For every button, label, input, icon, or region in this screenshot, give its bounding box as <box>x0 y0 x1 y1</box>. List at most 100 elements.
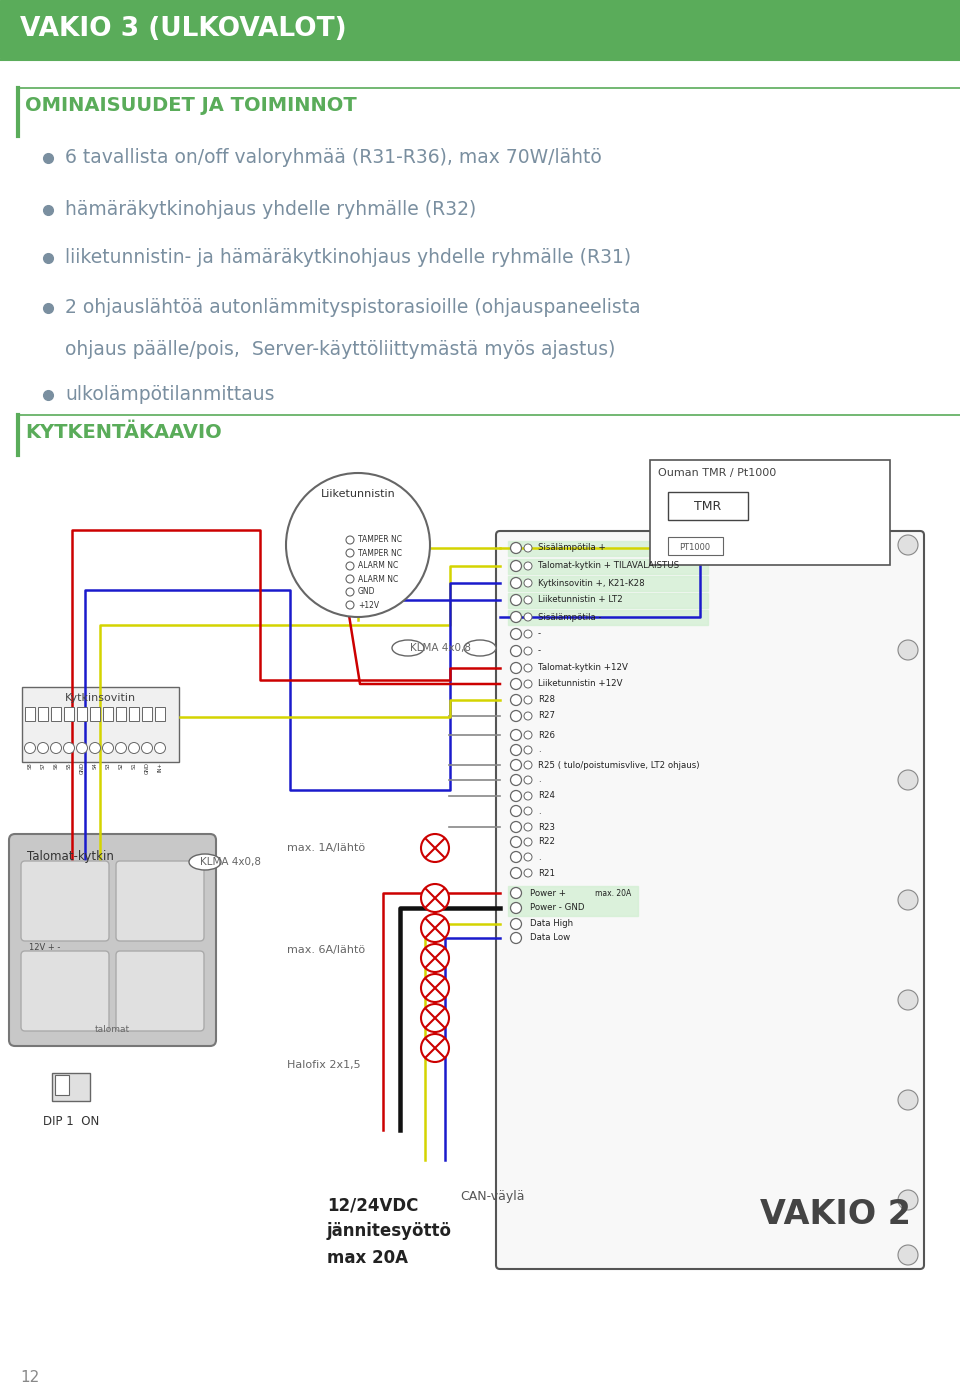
Circle shape <box>421 1004 449 1032</box>
Circle shape <box>511 744 521 755</box>
Circle shape <box>511 837 521 847</box>
Circle shape <box>511 822 521 833</box>
Text: ohjaus päälle/pois,  Server-käyttöliittymästä myös ajastus): ohjaus päälle/pois, Server-käyttöliittym… <box>65 340 615 359</box>
Text: VAKIO 2: VAKIO 2 <box>759 1198 910 1231</box>
Circle shape <box>524 545 532 552</box>
Text: TMR: TMR <box>694 500 722 513</box>
Circle shape <box>524 853 532 861</box>
Circle shape <box>511 805 521 816</box>
Circle shape <box>524 696 532 703</box>
Text: Data Low: Data Low <box>530 933 570 943</box>
Text: R26: R26 <box>538 730 555 740</box>
Text: Power - GND: Power - GND <box>530 904 585 912</box>
Text: R27: R27 <box>538 712 555 720</box>
Text: ALARM NC: ALARM NC <box>358 561 398 571</box>
Text: VAKIO 3 (ULKOVALOT): VAKIO 3 (ULKOVALOT) <box>20 15 347 42</box>
Circle shape <box>511 918 521 929</box>
Circle shape <box>524 869 532 878</box>
Text: Liiketunnistin + LT2: Liiketunnistin + LT2 <box>538 595 623 605</box>
Circle shape <box>421 1034 449 1061</box>
Bar <box>90 708 100 722</box>
Circle shape <box>346 536 354 545</box>
Text: Talomat-kytkin +12V: Talomat-kytkin +12V <box>538 663 628 673</box>
Text: liiketunnistin- ja hämäräkytkinohjaus yhdelle ryhmälle (R31): liiketunnistin- ja hämäräkytkinohjaus yh… <box>65 248 631 267</box>
Text: R22: R22 <box>538 837 555 847</box>
Circle shape <box>898 890 918 910</box>
Circle shape <box>524 747 532 754</box>
Text: 2 ohjauslähtöä autonlämmityspistorasioille (ohjauspaneelista: 2 ohjauslähtöä autonlämmityspistorasioil… <box>65 298 640 318</box>
Text: max. 6A/lähtö: max. 6A/lähtö <box>287 944 365 956</box>
Text: Liiketunnistin +12V: Liiketunnistin +12V <box>538 680 622 688</box>
Text: Data High: Data High <box>530 919 573 929</box>
Circle shape <box>511 730 521 741</box>
Text: CAN-väylä: CAN-väylä <box>460 1190 524 1204</box>
Bar <box>38 708 48 722</box>
Bar <box>52 1073 90 1100</box>
Circle shape <box>524 793 532 800</box>
Circle shape <box>898 535 918 554</box>
Circle shape <box>511 759 521 770</box>
Circle shape <box>524 646 532 655</box>
Text: GND: GND <box>80 762 84 775</box>
Text: IN+: IN+ <box>157 762 162 772</box>
Circle shape <box>524 823 532 832</box>
Bar <box>0 0 960 59</box>
Bar <box>64 708 74 722</box>
Circle shape <box>421 885 449 912</box>
Circle shape <box>129 742 139 754</box>
Circle shape <box>421 834 449 862</box>
Bar <box>103 708 113 722</box>
Text: PT1000: PT1000 <box>680 542 710 552</box>
Circle shape <box>524 613 532 621</box>
Circle shape <box>421 974 449 1002</box>
Text: R21: R21 <box>538 868 555 878</box>
Text: S5: S5 <box>66 762 71 769</box>
Circle shape <box>155 742 165 754</box>
Circle shape <box>286 474 430 617</box>
Circle shape <box>511 695 521 705</box>
Text: max. 20A: max. 20A <box>595 889 632 897</box>
Text: R23: R23 <box>538 822 555 832</box>
Text: .: . <box>538 776 540 784</box>
Text: Power +: Power + <box>530 889 566 897</box>
Text: Talomat-kytkin + TILAVALAISTUS: Talomat-kytkin + TILAVALAISTUS <box>538 561 679 571</box>
Text: R24: R24 <box>538 791 555 801</box>
Circle shape <box>898 770 918 790</box>
Circle shape <box>524 630 532 638</box>
Text: KLMA 4x0,8: KLMA 4x0,8 <box>200 857 260 866</box>
Circle shape <box>511 612 521 623</box>
Circle shape <box>77 742 87 754</box>
Text: .: . <box>538 853 540 861</box>
Ellipse shape <box>392 639 424 656</box>
FancyBboxPatch shape <box>116 951 204 1031</box>
Circle shape <box>141 742 153 754</box>
Bar <box>668 536 723 554</box>
Text: KYTKENTÄKAAVIO: KYTKENTÄKAAVIO <box>25 423 222 442</box>
Text: GND: GND <box>358 588 375 596</box>
FancyBboxPatch shape <box>21 861 109 942</box>
Circle shape <box>51 742 61 754</box>
Circle shape <box>103 742 113 754</box>
Circle shape <box>524 731 532 740</box>
Circle shape <box>524 776 532 784</box>
Circle shape <box>524 680 532 688</box>
Bar <box>508 575 708 591</box>
Bar <box>508 886 638 917</box>
Text: Halofix 2x1,5: Halofix 2x1,5 <box>287 1060 361 1070</box>
Circle shape <box>898 1245 918 1265</box>
Circle shape <box>524 712 532 720</box>
Circle shape <box>511 645 521 656</box>
Circle shape <box>511 542 521 553</box>
Circle shape <box>511 932 521 943</box>
Bar <box>129 708 139 722</box>
Text: S1: S1 <box>132 762 136 769</box>
Text: TAMPER NC: TAMPER NC <box>358 535 402 545</box>
Circle shape <box>511 868 521 879</box>
FancyBboxPatch shape <box>9 834 216 1046</box>
Circle shape <box>898 639 918 660</box>
Bar <box>508 610 708 625</box>
Text: 12/24VDC: 12/24VDC <box>327 1197 419 1215</box>
Circle shape <box>346 588 354 596</box>
Bar <box>25 708 35 722</box>
Circle shape <box>511 710 521 722</box>
